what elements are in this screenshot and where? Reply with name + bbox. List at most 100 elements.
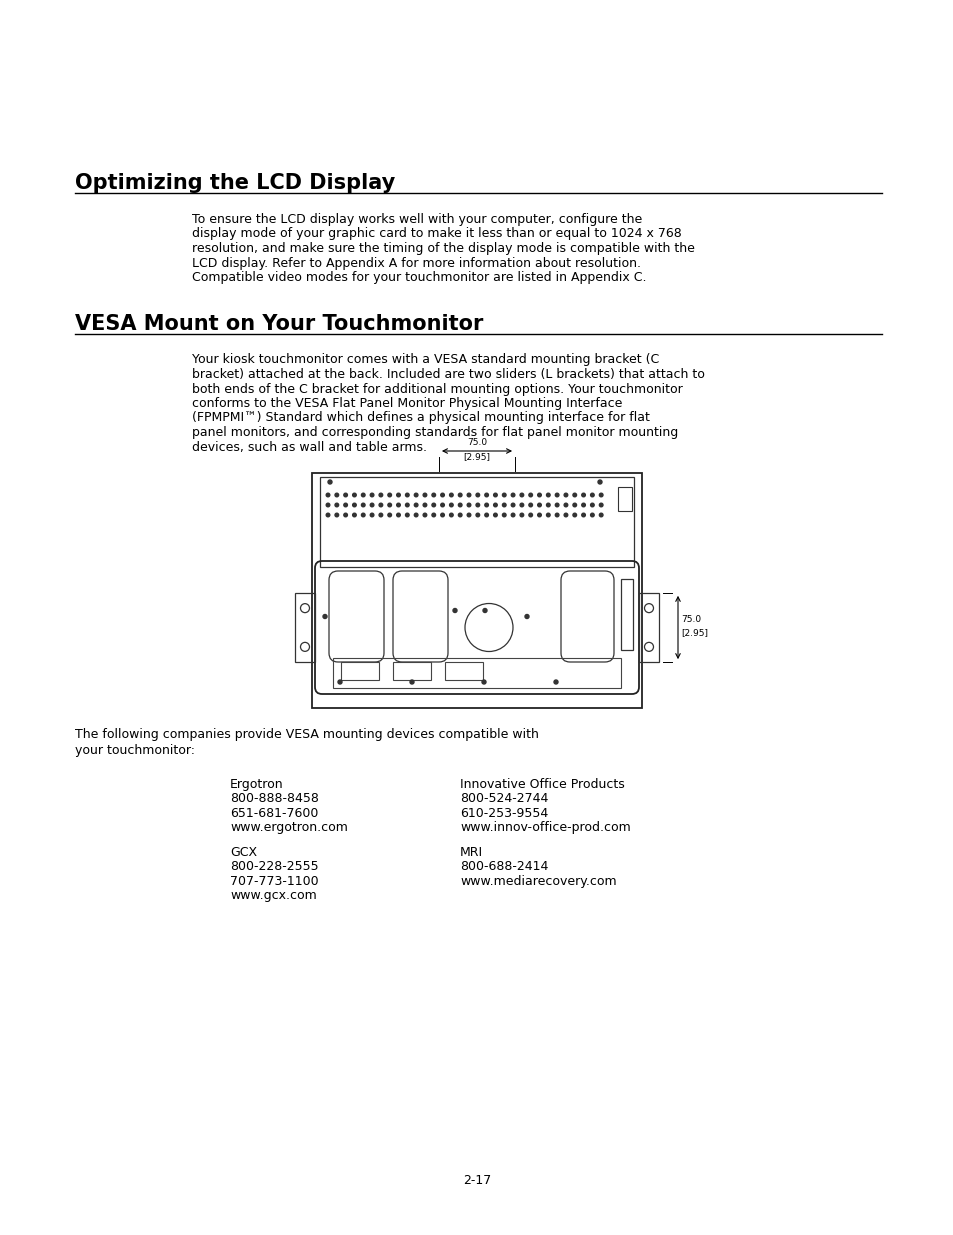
Circle shape <box>423 514 426 516</box>
Circle shape <box>482 609 486 613</box>
Text: Ergotron: Ergotron <box>230 778 283 790</box>
Circle shape <box>361 514 365 516</box>
Circle shape <box>502 514 505 516</box>
Text: devices, such as wall and table arms.: devices, such as wall and table arms. <box>192 441 427 453</box>
Circle shape <box>524 615 529 619</box>
Circle shape <box>476 514 479 516</box>
Text: www.gcx.com: www.gcx.com <box>230 889 316 903</box>
Circle shape <box>598 480 601 484</box>
Bar <box>639 593 659 662</box>
Circle shape <box>405 493 409 496</box>
Circle shape <box>484 493 488 496</box>
Text: [2.95]: [2.95] <box>463 452 490 461</box>
Text: 800-888-8458: 800-888-8458 <box>230 793 318 805</box>
Text: 610-253-9554: 610-253-9554 <box>459 806 548 820</box>
Circle shape <box>361 503 365 506</box>
Circle shape <box>410 680 414 684</box>
Circle shape <box>519 503 523 506</box>
Circle shape <box>337 680 341 684</box>
Circle shape <box>353 514 355 516</box>
Circle shape <box>343 514 347 516</box>
Circle shape <box>378 514 382 516</box>
Circle shape <box>378 493 382 496</box>
Circle shape <box>590 493 594 496</box>
Circle shape <box>537 493 540 496</box>
Circle shape <box>388 493 391 496</box>
Bar <box>393 662 431 680</box>
Circle shape <box>370 514 374 516</box>
Text: 800-228-2555: 800-228-2555 <box>230 861 318 873</box>
Circle shape <box>555 503 558 506</box>
Circle shape <box>361 493 365 496</box>
Circle shape <box>335 503 338 506</box>
Circle shape <box>353 493 355 496</box>
Circle shape <box>449 493 453 496</box>
Bar <box>319 477 634 567</box>
Text: 75.0: 75.0 <box>466 438 487 447</box>
Circle shape <box>484 503 488 506</box>
Circle shape <box>581 514 585 516</box>
Circle shape <box>590 503 594 506</box>
Text: panel monitors, and corresponding standards for flat panel monitor mounting: panel monitors, and corresponding standa… <box>192 426 678 438</box>
Circle shape <box>440 503 444 506</box>
Text: www.mediarecovery.com: www.mediarecovery.com <box>459 876 616 888</box>
Circle shape <box>467 503 471 506</box>
Text: your touchmonitor:: your touchmonitor: <box>75 743 194 757</box>
Circle shape <box>467 514 471 516</box>
Circle shape <box>555 493 558 496</box>
Circle shape <box>457 503 461 506</box>
Circle shape <box>493 514 497 516</box>
Circle shape <box>326 493 330 496</box>
Circle shape <box>493 493 497 496</box>
Circle shape <box>546 493 550 496</box>
Circle shape <box>440 514 444 516</box>
Circle shape <box>449 503 453 506</box>
Text: GCX: GCX <box>230 846 257 860</box>
Circle shape <box>335 514 338 516</box>
Text: The following companies provide VESA mounting devices compatible with: The following companies provide VESA mou… <box>75 727 538 741</box>
Circle shape <box>378 503 382 506</box>
Text: www.ergotron.com: www.ergotron.com <box>230 821 348 835</box>
Circle shape <box>414 493 417 496</box>
Bar <box>620 579 633 650</box>
Circle shape <box>598 493 602 496</box>
Circle shape <box>335 493 338 496</box>
Circle shape <box>546 514 550 516</box>
Circle shape <box>598 503 602 506</box>
Circle shape <box>537 514 540 516</box>
Circle shape <box>563 514 567 516</box>
Circle shape <box>502 493 505 496</box>
Text: [2.95]: [2.95] <box>680 629 707 637</box>
Bar <box>444 662 482 680</box>
Circle shape <box>476 493 479 496</box>
Circle shape <box>493 503 497 506</box>
Circle shape <box>388 503 391 506</box>
Bar <box>618 487 631 511</box>
Circle shape <box>476 503 479 506</box>
Circle shape <box>432 503 436 506</box>
Circle shape <box>353 503 355 506</box>
Circle shape <box>481 680 485 684</box>
Circle shape <box>343 503 347 506</box>
Text: 707-773-1100: 707-773-1100 <box>230 876 318 888</box>
Text: display mode of your graphic card to make it less than or equal to 1024 x 768: display mode of your graphic card to mak… <box>192 227 681 241</box>
Text: 651-681-7600: 651-681-7600 <box>230 806 318 820</box>
Text: MRI: MRI <box>459 846 482 860</box>
Circle shape <box>563 503 567 506</box>
Circle shape <box>432 493 436 496</box>
Circle shape <box>573 514 576 516</box>
Circle shape <box>328 480 332 484</box>
Circle shape <box>528 514 532 516</box>
Text: 75.0: 75.0 <box>680 615 700 624</box>
Circle shape <box>343 493 347 496</box>
Circle shape <box>598 514 602 516</box>
Circle shape <box>519 514 523 516</box>
Text: Your kiosk touchmonitor comes with a VESA standard mounting bracket (C: Your kiosk touchmonitor comes with a VES… <box>192 353 659 367</box>
Circle shape <box>396 493 400 496</box>
Circle shape <box>405 514 409 516</box>
Circle shape <box>396 503 400 506</box>
Circle shape <box>453 609 456 613</box>
Circle shape <box>432 514 436 516</box>
Bar <box>340 662 378 680</box>
Circle shape <box>511 503 515 506</box>
